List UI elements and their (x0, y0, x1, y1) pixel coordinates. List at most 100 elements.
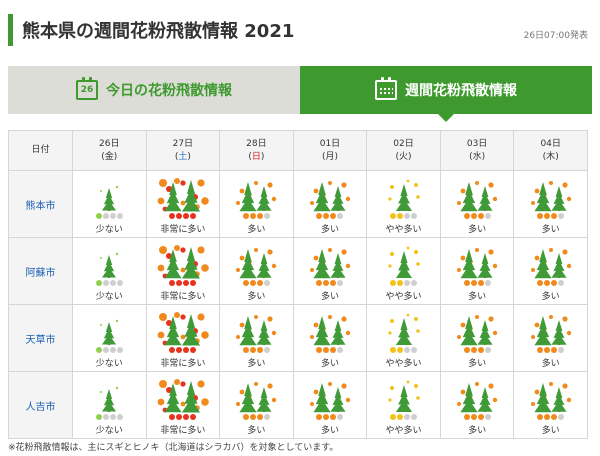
pollen-level-dots (514, 347, 587, 353)
level-dot (544, 414, 551, 420)
city-name[interactable]: 人吉市 (8, 371, 73, 439)
city-name[interactable]: 阿蘇市 (8, 237, 73, 305)
level-dot (323, 213, 330, 219)
level-dot (109, 213, 116, 219)
pollen-level-dots (441, 347, 514, 353)
day-header: 03日 (水) (439, 130, 515, 171)
level-dot (411, 213, 418, 219)
pollen-level-dots (294, 414, 367, 420)
tab-today-pollen[interactable]: 26 今日の花粉飛散情報 (8, 66, 300, 114)
forecast-cell: 非常に多い (145, 304, 221, 372)
day-date: 01日 (319, 138, 341, 149)
level-dot (404, 213, 411, 219)
pollen-level-dots (73, 280, 146, 286)
pollen-tree-icon (387, 179, 420, 211)
pollen-level-label: やや多い (385, 426, 422, 436)
level-dot (551, 213, 558, 219)
day-header: 28日 (日) (219, 130, 294, 171)
level-dot (404, 414, 411, 420)
level-dot (176, 414, 183, 420)
level-dot (558, 414, 565, 420)
active-tab-indicator (438, 114, 454, 122)
pollen-level-label: 少ない (95, 225, 123, 235)
pollen-level-label: 多い (320, 225, 339, 235)
forecast-tabs: 26 今日の花粉飛散情報 週間花粉飛散情報 (8, 66, 592, 122)
pollen-level-dots (147, 213, 220, 219)
pollen-level-label: 多い (247, 225, 266, 235)
level-dot (183, 414, 190, 420)
level-dot (190, 213, 197, 219)
tab-weekly-pollen[interactable]: 週間花粉飛散情報 (300, 66, 592, 122)
pollen-level-dots (441, 280, 514, 286)
forecast-cell: 多い (439, 304, 515, 372)
day-date: 27日 (172, 138, 194, 149)
day-weekday: (木) (542, 151, 559, 162)
level-dot (176, 280, 183, 286)
date-column-header: 日付 (8, 130, 73, 171)
pollen-level-dots (514, 414, 587, 420)
pollen-level-label: 非常に多い (160, 426, 206, 436)
pollen-level-label: 非常に多い (160, 292, 206, 302)
forecast-cell: 多い (439, 170, 515, 238)
forecast-cell: 多い (513, 304, 588, 372)
level-dot (116, 347, 123, 353)
level-dot (484, 213, 491, 219)
pollen-level-dots (147, 347, 220, 353)
forecast-cell: やや多い (366, 170, 441, 238)
level-dot (404, 347, 411, 353)
pollen-level-dots (73, 213, 146, 219)
pollen-level-label: 少ない (95, 359, 123, 369)
level-dot (544, 347, 551, 353)
pollen-level-dots (514, 280, 587, 286)
level-dot (470, 213, 477, 219)
calendar-week-icon (375, 77, 397, 100)
level-dot (190, 414, 197, 420)
pollen-tree-icon (309, 248, 351, 279)
pollen-level-label: 多い (247, 359, 266, 369)
forecast-cell: 多い (219, 304, 294, 372)
level-dot (330, 213, 337, 219)
day-header: 01日 (月) (292, 130, 368, 171)
day-date: 28日 (246, 138, 267, 149)
level-dot (263, 414, 270, 420)
day-weekday: (日) (248, 151, 265, 162)
level-dot (263, 213, 270, 219)
pollen-level-label: 多い (468, 292, 487, 302)
forecast-cell: 多い (513, 237, 588, 305)
level-dot (463, 347, 470, 353)
pollen-level-label: 非常に多い (160, 225, 206, 235)
pollen-level-label: 多い (541, 225, 560, 235)
header-accent-bar (8, 14, 13, 46)
level-dot (176, 213, 183, 219)
level-dot (316, 213, 323, 219)
forecast-cell: 多い (439, 237, 515, 305)
pollen-level-dots (367, 347, 440, 353)
forecast-cell: 多い (439, 371, 515, 439)
table-row: 天草市 少ない 非常に多い 多い 多い やや多い 多い 多い (8, 304, 588, 372)
level-dot (323, 414, 330, 420)
level-dot (242, 347, 249, 353)
day-header: 04日 (木) (513, 130, 588, 171)
pollen-level-dots (294, 280, 367, 286)
day-date: 26日 (99, 138, 120, 149)
level-dot (463, 414, 470, 420)
forecast-cell: 少ない (72, 237, 147, 305)
level-dot (116, 280, 123, 286)
forecast-cell: 多い (292, 304, 368, 372)
forecast-cell: 少ない (72, 170, 147, 238)
level-dot (102, 280, 109, 286)
level-dot (95, 414, 102, 420)
level-dot (397, 280, 404, 286)
pollen-level-dots (514, 213, 587, 219)
level-dot (183, 280, 190, 286)
city-name[interactable]: 熊本市 (8, 170, 73, 238)
calendar-day-icon: 26 (76, 77, 98, 100)
level-dot (169, 414, 176, 420)
pollen-tree-icon (309, 181, 351, 212)
level-dot (337, 213, 344, 219)
table-row: 人吉市 少ない 非常に多い 多い 多い やや多い 多い 多い (8, 371, 588, 439)
level-dot (470, 280, 477, 286)
day-date: 03日 (466, 138, 488, 149)
forecast-cell: 多い (292, 237, 368, 305)
city-name[interactable]: 天草市 (8, 304, 73, 372)
